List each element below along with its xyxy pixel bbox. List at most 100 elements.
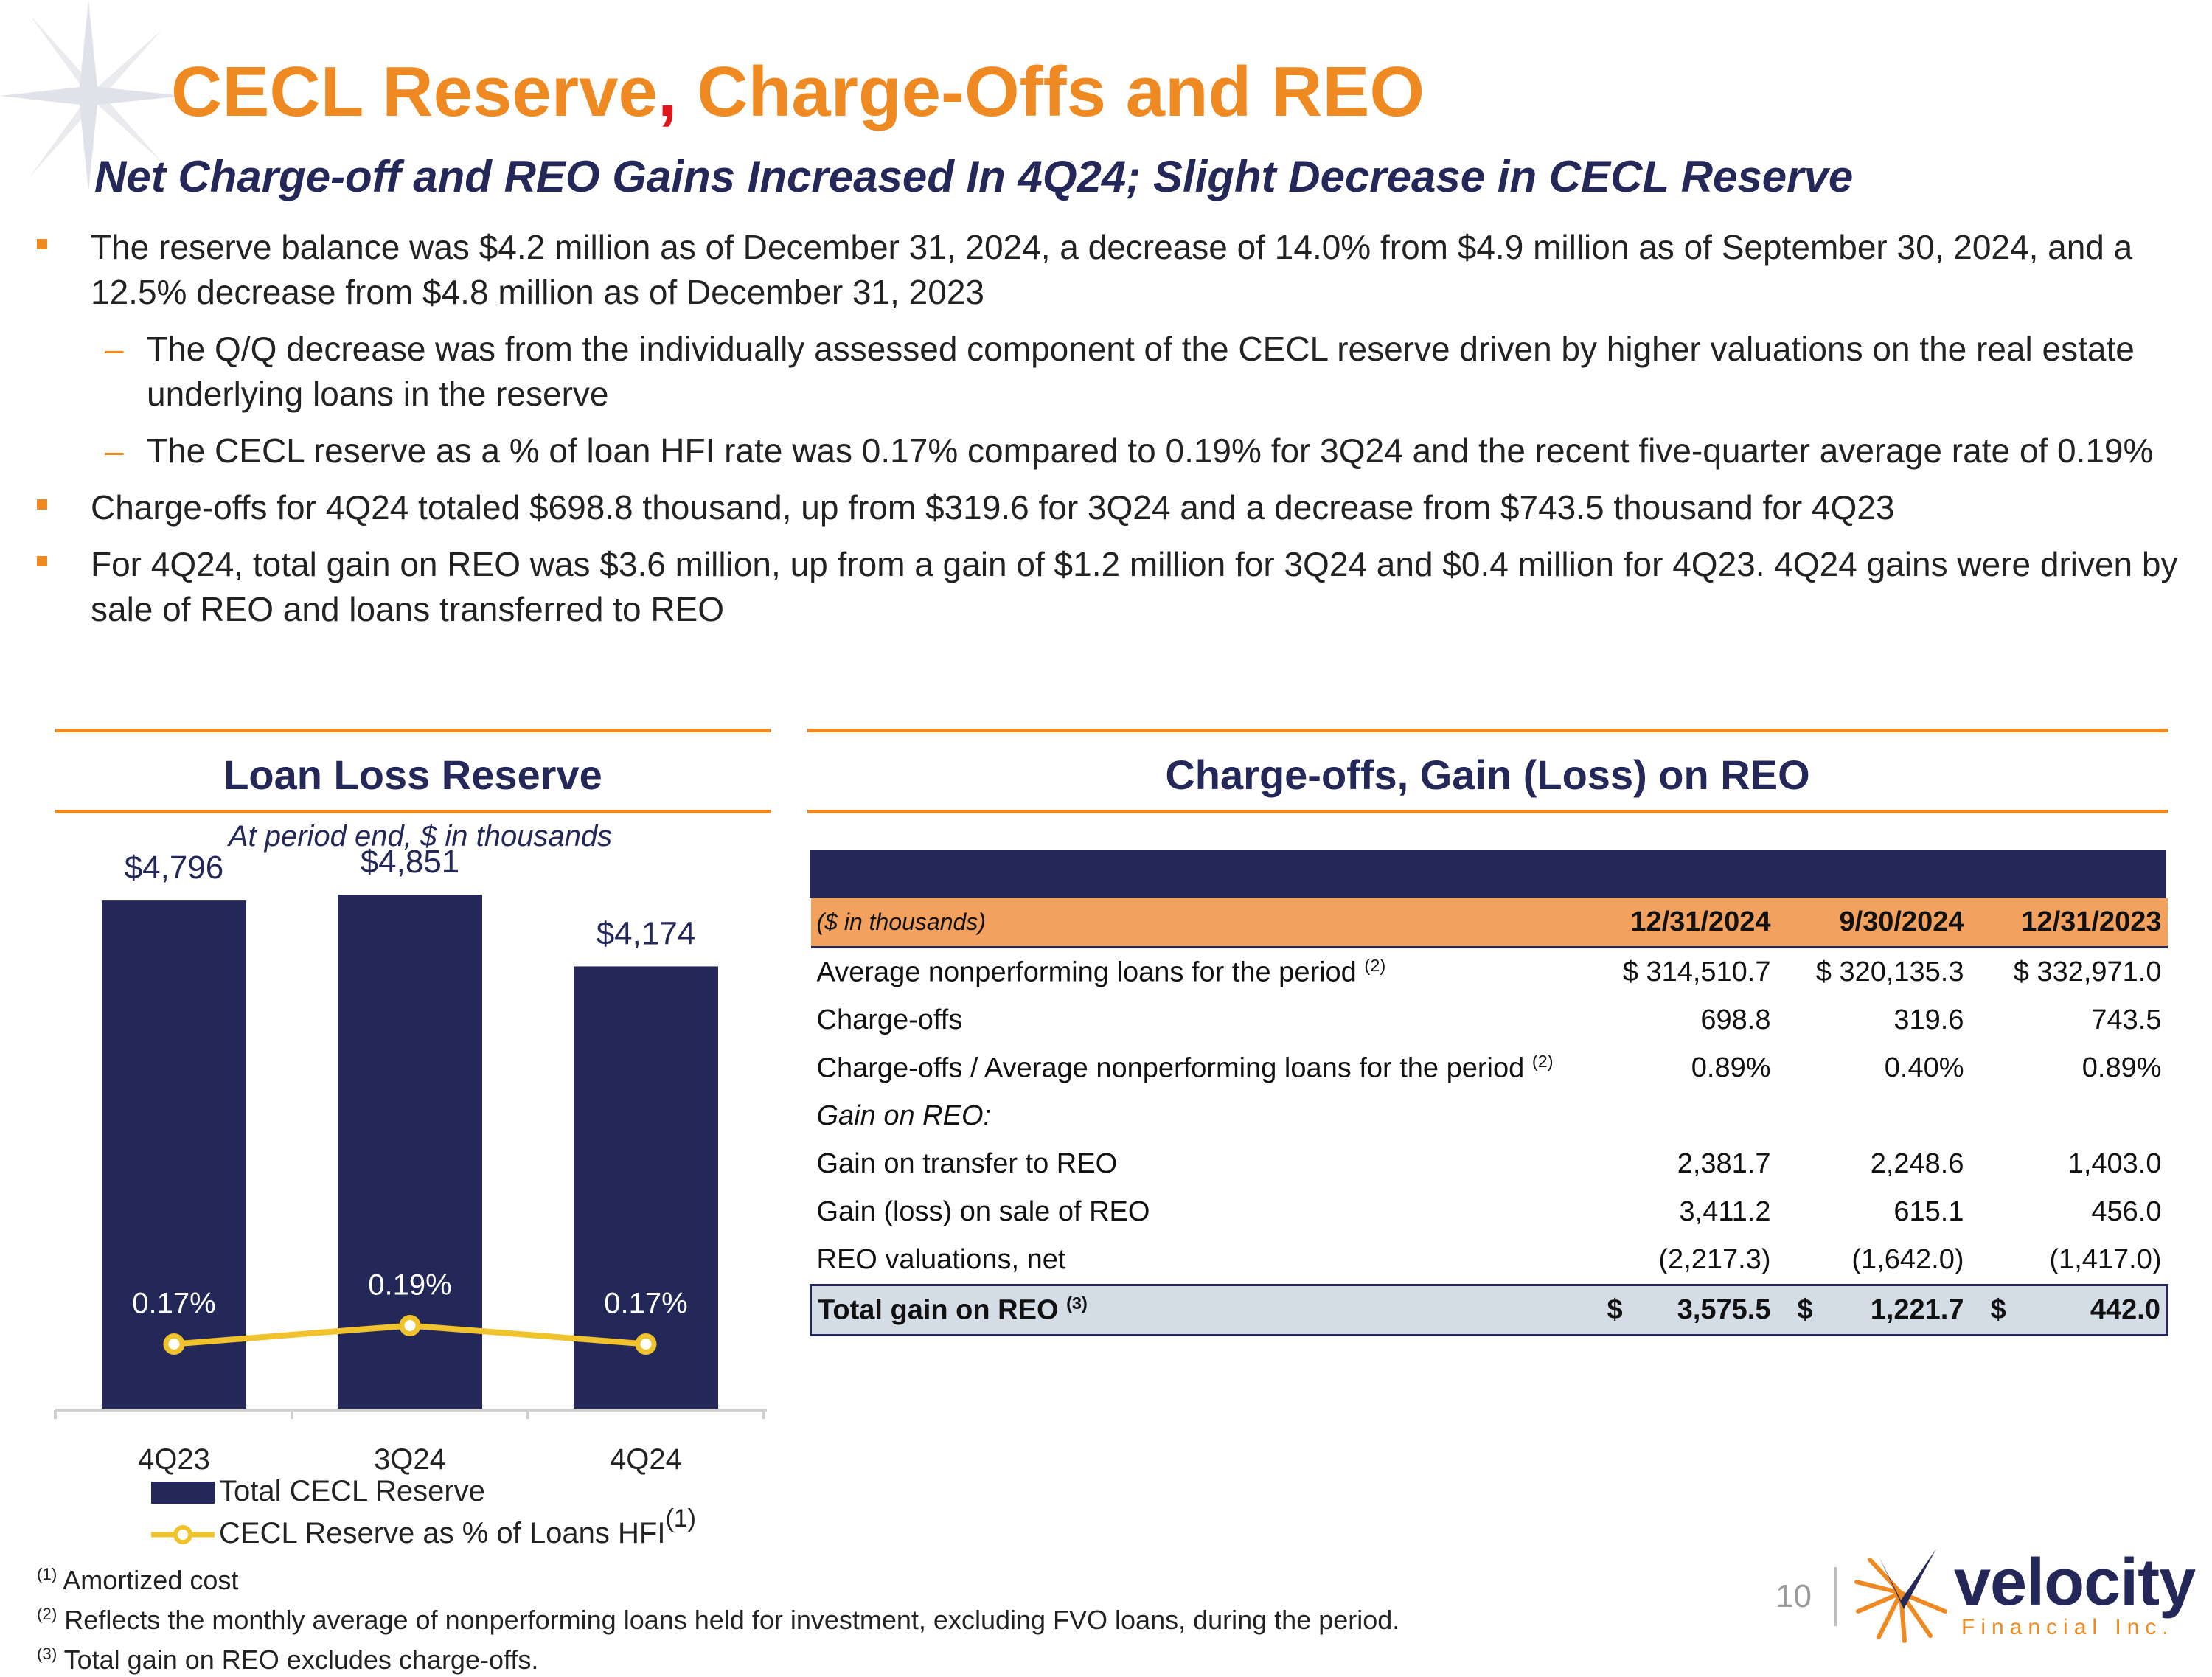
bullet-item: Charge-offs for 4Q24 totaled $698.8 thou… — [37, 485, 2205, 530]
page-title: CECL Reserve, Charge-Offs and REO — [171, 52, 1425, 131]
chart-subtitle: At period end, $ in thousands — [228, 820, 613, 853]
bar-data-label: $4,796 — [125, 850, 224, 886]
page-number: 10 — [1775, 1578, 1812, 1614]
footnote: (3) Total gain on REO excludes charge-of… — [37, 1645, 539, 1675]
cell: $ 320,135.3 — [1815, 956, 1964, 987]
table-row: Gain on transfer to REO 2,381.7 2,248.6 … — [811, 1140, 2168, 1188]
bullet-text: The reserve balance was $4.2 million as … — [91, 228, 2133, 311]
section-divider — [807, 729, 2168, 732]
cell: 319.6 — [1893, 1004, 1964, 1035]
cell: (1,642.0) — [1851, 1244, 1964, 1275]
cell: $442.0 — [1969, 1284, 2168, 1336]
legend-label: Total CECL Reserve — [219, 1475, 485, 1507]
cell: 743.5 — [2091, 1004, 2162, 1035]
section-divider — [55, 729, 771, 732]
row-label: Charge-offs — [816, 1004, 963, 1035]
table-row: Gain (loss) on sale of REO 3,411.2 615.1… — [811, 1188, 2168, 1236]
dash-icon: – — [105, 431, 124, 470]
page-number-divider — [1834, 1567, 1837, 1626]
cell: (1,417.0) — [2049, 1244, 2162, 1275]
line-point — [635, 1333, 657, 1355]
loan-loss-reserve-chart: $4,796 4Q23 $4,851 3Q24 $4,174 4Q24 0.17% 0.19%… — [54, 848, 767, 1476]
table-row: Charge-offs / Average nonperforming loan… — [811, 1044, 2168, 1092]
row-label: REO valuations, net — [816, 1244, 1066, 1275]
cell: $ 332,971.0 — [2013, 956, 2162, 987]
cell: (2,217.3) — [1658, 1244, 1771, 1275]
reo-table: ($ in thousands) 12/31/2024 9/30/2024 12… — [810, 898, 2168, 1336]
section-divider — [55, 810, 771, 813]
loan-loss-reserve-title: Loan Loss Reserve — [223, 751, 602, 798]
x-tick-label: 3Q24 — [374, 1443, 446, 1476]
cell: $1,221.7 — [1776, 1284, 1970, 1336]
cell: 0.89% — [2081, 1052, 2162, 1083]
bullet-text: For 4Q24, total gain on REO was $3.6 mil… — [91, 545, 2178, 628]
legend-label: CECL Reserve as % of Loans HFI — [219, 1517, 666, 1549]
sub-bullet-text: The Q/Q decrease was from the individual… — [147, 330, 2135, 413]
table-row: Average nonperforming loans for the peri… — [811, 948, 2168, 997]
cell — [1587, 1092, 1777, 1140]
bar-data-label: $4,851 — [361, 848, 460, 880]
sub-bullet-text: The CECL reserve as a % of loan HFI rate… — [147, 431, 2154, 470]
legend-bar-swatch — [151, 1482, 215, 1504]
cell: $ 314,510.7 — [1622, 956, 1771, 987]
velocity-logo-icon — [1854, 1549, 1947, 1643]
column-header: 12/31/2024 — [1586, 898, 1777, 948]
cell: 0.40% — [1884, 1052, 1964, 1083]
bullet-square-icon — [37, 499, 47, 510]
bullet-item: The reserve balance was $4.2 million as … — [37, 225, 2205, 315]
row-label: Total gain on REO (3) — [810, 1284, 1587, 1336]
bar-data-label: $4,174 — [597, 915, 696, 951]
sub-bullet-item: – The CECL reserve as a % of loan HFI ra… — [37, 428, 2205, 473]
table-navy-band — [810, 850, 2166, 898]
x-tick-label: 4Q23 — [138, 1443, 210, 1476]
bullet-square-icon — [37, 239, 47, 249]
cell: 2,381.7 — [1677, 1148, 1771, 1179]
line-data-label: 0.19% — [368, 1269, 451, 1302]
section-divider — [807, 810, 2168, 813]
logo-tagline: Financial Inc. — [1961, 1615, 2174, 1639]
table-row: REO valuations, net (2,217.3) (1,642.0) … — [811, 1236, 2168, 1285]
unit-label: ($ in thousands) — [810, 898, 1587, 948]
cell: 2,248.6 — [1870, 1148, 1964, 1179]
bullet-item: For 4Q24, total gain on REO was $3.6 mil… — [37, 542, 2205, 632]
cell — [1970, 1092, 2168, 1140]
x-tick-label: 4Q24 — [610, 1443, 682, 1476]
table-header-row: ($ in thousands) 12/31/2024 9/30/2024 12… — [810, 898, 2168, 948]
line-data-label: 0.17% — [132, 1288, 215, 1320]
cell — [1777, 1092, 1970, 1140]
cell: 3,411.2 — [1679, 1196, 1771, 1227]
cell: 0.89% — [1691, 1052, 1771, 1083]
bullet-text: Charge-offs for 4Q24 totaled $698.8 thou… — [91, 488, 1895, 527]
legend-line-marker-icon — [151, 1525, 215, 1545]
footnotes: (1) Amortized cost (2) Reflects the mont… — [37, 1558, 1399, 1677]
logo-wordmark: velocity — [1954, 1546, 2196, 1619]
line-point — [163, 1333, 185, 1355]
row-label: Gain (loss) on sale of REO — [816, 1196, 1150, 1227]
column-header: 9/30/2024 — [1776, 898, 1970, 948]
cell: 615.1 — [1893, 1196, 1964, 1227]
cell: $3,575.5 — [1586, 1284, 1777, 1336]
star-decoration-icon — [0, 0, 184, 192]
total-row: Total gain on REO (3) $3,575.5 $1,221.7 … — [810, 1284, 2168, 1336]
table-row: Gain on REO: — [811, 1092, 2168, 1140]
line-data-label: 0.17% — [604, 1288, 687, 1320]
cell: 456.0 — [2091, 1196, 2162, 1227]
sub-bullet-item: – The Q/Q decrease was from the individu… — [37, 327, 2205, 417]
footnote: (1) Amortized cost — [37, 1565, 239, 1595]
cell: 1,403.0 — [2067, 1148, 2162, 1179]
legend-footnote-mark: (1) — [665, 1504, 696, 1532]
line-point — [399, 1315, 421, 1336]
cell: 698.8 — [1700, 1004, 1771, 1035]
row-label: Gain on REO: — [816, 1100, 992, 1131]
footnote: (2) Reflects the monthly average of nonp… — [37, 1605, 1400, 1635]
bullet-list: The reserve balance was $4.2 million as … — [37, 225, 2205, 644]
row-label: Gain on transfer to REO — [816, 1148, 1118, 1179]
bullet-square-icon — [37, 556, 47, 566]
table-row: Charge-offs 698.8 319.6 743.5 — [811, 996, 2168, 1044]
bar — [102, 900, 246, 1409]
dash-icon: – — [105, 330, 124, 368]
row-label: Average nonperforming loans for the peri… — [816, 956, 1386, 988]
legend-item-line: CECL Reserve as % of Loans HFI(1) — [151, 1504, 696, 1550]
row-label: Charge-offs / Average nonperforming loan… — [816, 1052, 1554, 1084]
column-header: 12/31/2023 — [1969, 898, 2168, 948]
